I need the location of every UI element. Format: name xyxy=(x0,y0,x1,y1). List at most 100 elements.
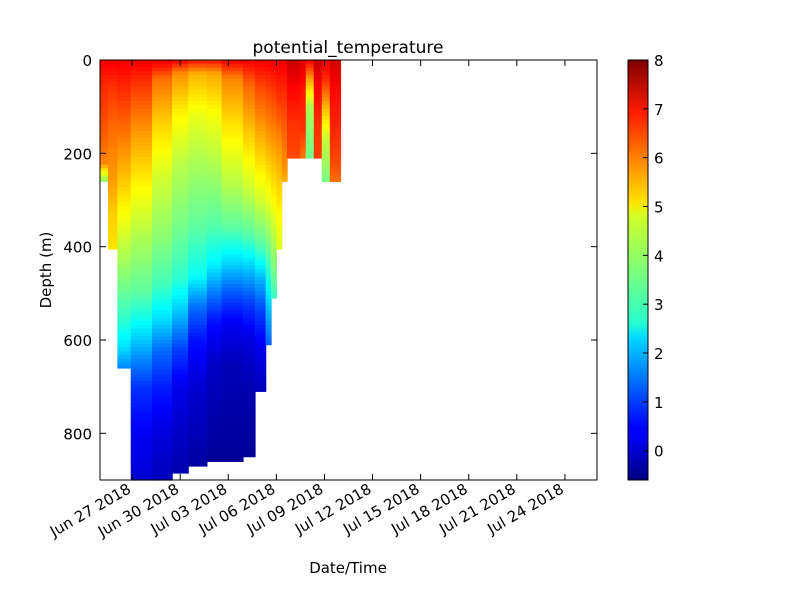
heatmap-cell xyxy=(221,127,244,132)
heatmap-cell xyxy=(188,82,208,87)
heatmap-cell xyxy=(221,228,244,233)
heatmap-cell xyxy=(117,127,132,132)
heatmap-cell xyxy=(254,250,267,255)
heatmap-cell xyxy=(221,74,244,80)
heatmap-cell xyxy=(313,78,323,83)
heatmap-cell xyxy=(276,160,283,166)
heatmap-cell xyxy=(152,407,173,412)
heatmap-cell xyxy=(152,325,173,330)
heatmap-cell xyxy=(242,224,256,229)
heatmap-cell xyxy=(329,179,342,182)
heatmap-cell xyxy=(254,138,267,143)
heatmap-cell xyxy=(130,313,153,319)
heatmap-cell xyxy=(172,399,189,405)
heatmap-cell xyxy=(242,78,256,83)
heatmap-cell xyxy=(130,127,153,132)
heatmap-cell xyxy=(172,396,189,401)
heatmap-cell xyxy=(206,112,223,117)
heatmap-cell xyxy=(221,97,244,102)
heatmap-cell xyxy=(172,414,189,419)
y-tick-label: 0 xyxy=(82,52,92,70)
heatmap-cell xyxy=(265,284,272,289)
heatmap-cell xyxy=(117,86,132,91)
heatmap-cell xyxy=(130,101,153,106)
heatmap-cell xyxy=(271,198,277,203)
heatmap-cell xyxy=(305,123,315,128)
heatmap-cell xyxy=(152,340,173,345)
heatmap-cell xyxy=(265,183,272,188)
heatmap-cell xyxy=(117,78,132,83)
heatmap-cell xyxy=(130,190,153,195)
heatmap-cell xyxy=(108,112,118,117)
heatmap-cell xyxy=(271,209,277,214)
heatmap-cell xyxy=(152,287,173,293)
heatmap-cell xyxy=(188,377,208,382)
heatmap-cell xyxy=(108,242,118,248)
heatmap-cell xyxy=(271,104,277,110)
heatmap-cell xyxy=(265,119,272,125)
heatmap-cell xyxy=(206,250,223,255)
heatmap-cell xyxy=(130,67,153,72)
heatmap-cell xyxy=(254,119,267,125)
heatmap-cell xyxy=(265,231,272,237)
heatmap-cell xyxy=(300,71,307,76)
heatmap-cell xyxy=(152,209,173,214)
heatmap-cell xyxy=(265,209,272,214)
heatmap-cell xyxy=(329,74,342,80)
heatmap-cell xyxy=(221,284,244,289)
heatmap-cell xyxy=(221,444,244,449)
heatmap-cell xyxy=(313,63,323,69)
heatmap-cell xyxy=(221,104,244,110)
heatmap-cell xyxy=(206,71,223,76)
heatmap-cell xyxy=(152,358,173,363)
heatmap-cell xyxy=(271,194,277,199)
heatmap-cell xyxy=(271,157,277,162)
heatmap-cell xyxy=(221,448,244,453)
heatmap-cell xyxy=(100,89,109,95)
heatmap-cell xyxy=(117,164,132,169)
heatmap-cell xyxy=(271,205,277,210)
heatmap-cell xyxy=(329,97,342,102)
heatmap-cell xyxy=(242,440,256,446)
heatmap-cell xyxy=(188,179,208,184)
heatmap-cell xyxy=(152,254,173,259)
heatmap-cell xyxy=(117,295,132,300)
heatmap-cell xyxy=(108,101,118,106)
heatmap-cell xyxy=(329,104,342,110)
heatmap-cell xyxy=(188,291,208,296)
heatmap-cell xyxy=(242,362,256,367)
heatmap-cell xyxy=(172,190,189,195)
heatmap-cell xyxy=(130,410,153,416)
heatmap-cell xyxy=(221,134,244,139)
heatmap-cell xyxy=(271,134,277,139)
heatmap-cell xyxy=(117,213,132,218)
heatmap-cell xyxy=(188,280,208,285)
heatmap-cell xyxy=(221,381,244,386)
heatmap-cell xyxy=(130,448,153,453)
heatmap-cell xyxy=(329,160,342,166)
heatmap-cell xyxy=(152,71,173,76)
heatmap-cell xyxy=(221,388,244,393)
heatmap-cell xyxy=(242,228,256,233)
heatmap-cell xyxy=(265,336,272,341)
heatmap-cell xyxy=(287,78,301,83)
heatmap-cell xyxy=(172,302,189,307)
heatmap-cell xyxy=(206,138,223,143)
heatmap-cell xyxy=(188,78,208,83)
heatmap-cell xyxy=(242,142,256,147)
heatmap-cell xyxy=(265,298,272,304)
heatmap-cell xyxy=(254,261,267,266)
heatmap-cell xyxy=(172,310,189,315)
heatmap-cell xyxy=(130,466,153,472)
heatmap-cell xyxy=(188,452,208,457)
heatmap-cell xyxy=(287,67,301,72)
heatmap-cell xyxy=(206,157,223,162)
heatmap-cell xyxy=(206,328,223,334)
heatmap-cell xyxy=(188,343,208,349)
heatmap-cell xyxy=(265,108,272,113)
heatmap-cell xyxy=(321,74,331,80)
heatmap-cell xyxy=(276,235,283,240)
heatmap-cell xyxy=(188,257,208,263)
heatmap-cell xyxy=(221,67,244,72)
heatmap-cell xyxy=(130,377,153,382)
